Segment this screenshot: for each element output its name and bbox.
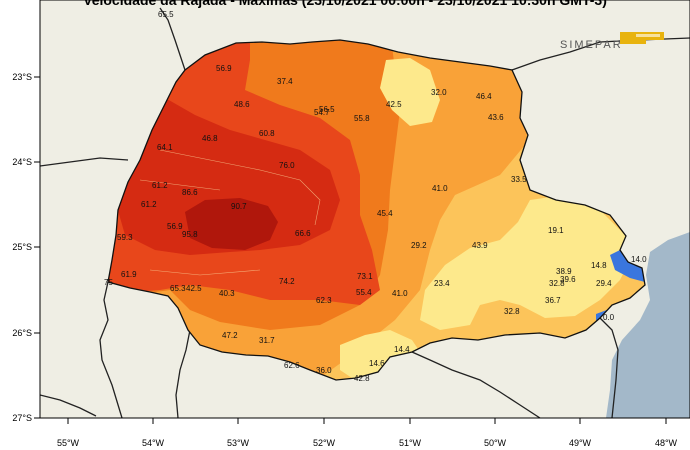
station-value: 42.8 xyxy=(354,374,370,383)
station-value: 54.7 xyxy=(314,108,330,117)
map-frame xyxy=(39,0,690,419)
axis-ticks xyxy=(34,76,667,424)
station-value: 56.5 xyxy=(319,105,335,114)
lat-tick-label: 24°S xyxy=(12,157,32,167)
station-value: 41.0 xyxy=(392,289,408,298)
station-value: 39.6 xyxy=(560,275,576,284)
station-value: 61.2 xyxy=(152,181,168,190)
station-value: 48.6 xyxy=(234,100,250,109)
station-value: 0.0 xyxy=(603,313,615,322)
station-value: 61.2 xyxy=(141,200,157,209)
station-value: 29.4 xyxy=(596,279,612,288)
station-value: 14.4 xyxy=(394,345,410,354)
lat-tick-label: 25°S xyxy=(12,242,32,252)
lon-tick-label: 53°W xyxy=(227,438,250,448)
station-value: 14.8 xyxy=(591,261,607,270)
station-value: 65.5 xyxy=(158,10,174,19)
lon-tick-label: 49°W xyxy=(569,438,592,448)
station-value: 76.0 xyxy=(279,161,295,170)
lon-tick-label: 51°W xyxy=(399,438,422,448)
station-value: 75 xyxy=(104,278,113,287)
map-title: Velocidade da Rajada - Máximas (23/10/20… xyxy=(83,0,607,8)
station-value: 19.1 xyxy=(548,226,564,235)
station-value: 46.4 xyxy=(476,92,492,101)
parana-border xyxy=(107,39,646,381)
lon-tick-label: 48°W xyxy=(655,438,678,448)
station-value: 55.8 xyxy=(354,114,370,123)
station-value: 56.9 xyxy=(216,64,232,73)
brand-name: SIMEPAR xyxy=(560,39,623,51)
state-borders xyxy=(40,7,690,418)
station-value: 31.7 xyxy=(259,336,275,345)
station-value: 32.0 xyxy=(431,88,447,97)
station-value: 95.8 xyxy=(182,230,198,239)
lon-tick-label: 55°W xyxy=(57,438,80,448)
station-value: 59.3 xyxy=(117,233,133,242)
station-value: 29.2 xyxy=(411,241,427,250)
station-value: 65.3 xyxy=(170,284,186,293)
station-value: 43.9 xyxy=(472,241,488,250)
simepar-logo: SIMEPAR xyxy=(560,32,664,51)
station-value: 86.6 xyxy=(182,188,198,197)
station-value: 62.3 xyxy=(316,296,332,305)
station-value: 90.7 xyxy=(231,202,247,211)
station-value: 36.7 xyxy=(545,296,561,305)
station-value: 56.9 xyxy=(167,222,183,231)
station-value: 32.8 xyxy=(504,307,520,316)
station-value: 37.4 xyxy=(277,77,293,86)
station-value: 14.0 xyxy=(631,255,647,264)
station-value: 62.6 xyxy=(284,361,300,370)
station-value: 40.3 xyxy=(219,289,235,298)
station-value: 23.4 xyxy=(434,279,450,288)
lat-tick-label: 27°S xyxy=(12,413,32,423)
station-value: 42.5 xyxy=(186,284,202,293)
station-labels: 65.5 56.9 37.4 32.0 46.4 48.6 56.5 54.7 … xyxy=(104,10,647,383)
station-value: 47.2 xyxy=(222,331,238,340)
station-value: 73.1 xyxy=(357,272,373,281)
station-value: 60.8 xyxy=(259,129,275,138)
station-value: 74.2 xyxy=(279,277,295,286)
station-value: 42.5 xyxy=(386,100,402,109)
lon-tick-label: 52°W xyxy=(313,438,336,448)
lon-tick-label: 50°W xyxy=(484,438,507,448)
station-value: 46.8 xyxy=(202,134,218,143)
station-value: 38.9 xyxy=(556,267,572,276)
station-value: 55.4 xyxy=(356,288,372,297)
station-value: 14.6 xyxy=(369,359,385,368)
station-value: 61.9 xyxy=(121,270,137,279)
lon-tick-label: 54°W xyxy=(142,438,165,448)
station-value: 32.8 xyxy=(549,279,565,288)
lat-tick-label: 23°S xyxy=(12,72,32,82)
station-value: 41.0 xyxy=(432,184,448,193)
station-value: 66.6 xyxy=(295,229,311,238)
station-value: 45.4 xyxy=(377,209,393,218)
station-value: 36.0 xyxy=(316,366,332,375)
station-value: 43.6 xyxy=(488,113,504,122)
station-value: 64.1 xyxy=(157,143,173,152)
lat-tick-label: 26°S xyxy=(12,328,32,338)
station-value: 33.5 xyxy=(511,175,527,184)
